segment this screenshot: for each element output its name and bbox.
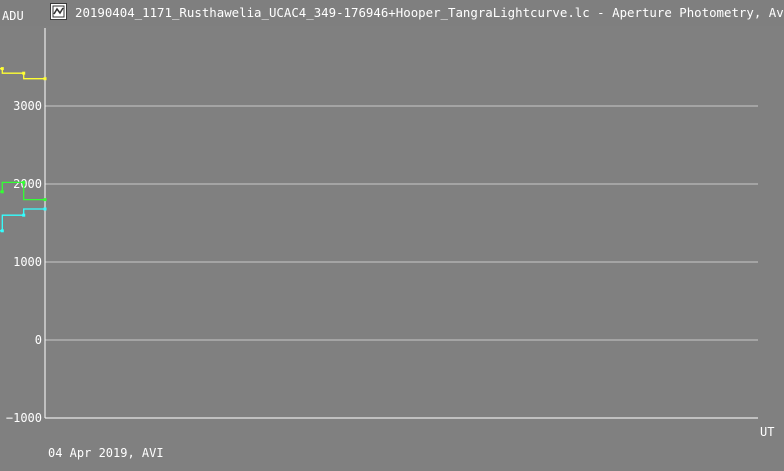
series-1-point xyxy=(22,71,26,75)
series-3-point xyxy=(0,229,4,233)
app-icon xyxy=(50,3,67,20)
x-axis-label: UT xyxy=(760,425,774,439)
observation-date: 04 Apr 2019, AVI xyxy=(48,446,164,460)
series-2-point xyxy=(43,198,47,202)
series-3-point xyxy=(22,213,26,217)
y-tick-label: −1000 xyxy=(6,411,42,425)
window-title-bar: 20190404_1171_Rusthawelia_UCAC4_349-1769… xyxy=(0,0,784,26)
series-layer xyxy=(0,67,47,233)
series-1-point xyxy=(0,67,4,71)
y-tick-label: 1000 xyxy=(13,255,42,269)
series-line-3 xyxy=(0,208,45,232)
y-tick-label: 0 xyxy=(35,333,42,347)
y-tick-label: 3000 xyxy=(13,99,42,113)
window-title: 20190404_1171_Rusthawelia_UCAC4_349-1769… xyxy=(75,5,784,20)
axes: 3000200010000−100016:35:5516:36:0016:36:… xyxy=(2,9,774,439)
series-2-point xyxy=(0,190,4,194)
series-3-point xyxy=(43,207,47,211)
series-1-point xyxy=(43,77,47,81)
y-axis-label: ADU xyxy=(2,9,24,23)
series-2-point xyxy=(22,180,26,184)
y-tick-label: 2000 xyxy=(13,177,42,191)
grid xyxy=(45,105,758,419)
